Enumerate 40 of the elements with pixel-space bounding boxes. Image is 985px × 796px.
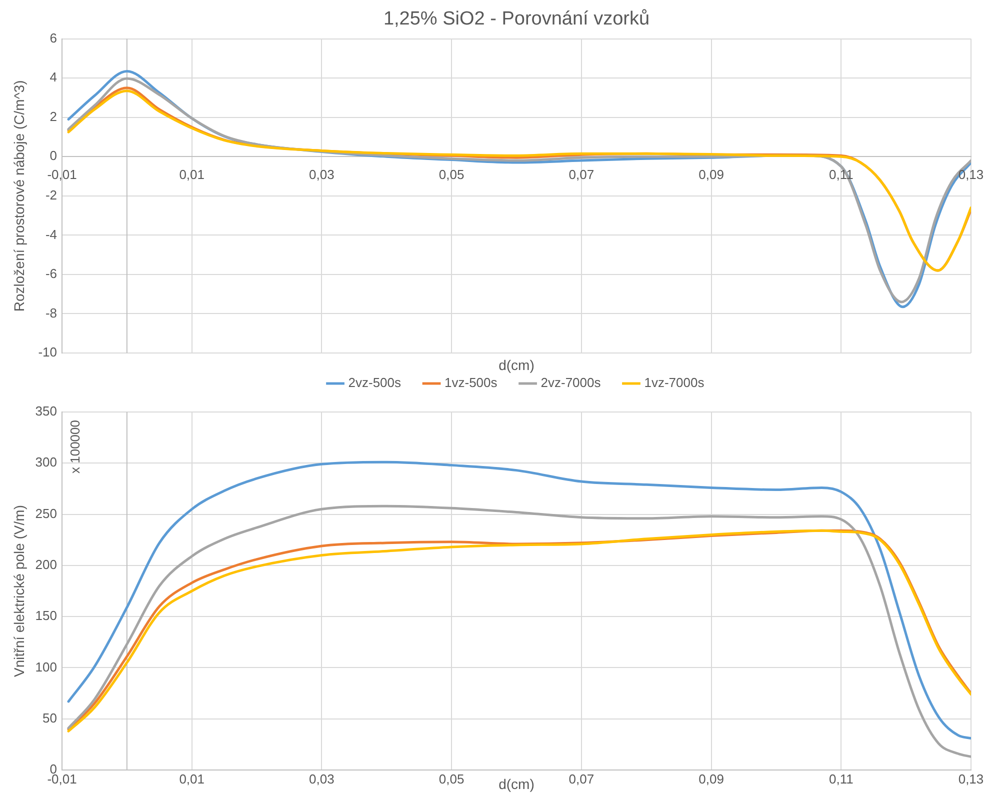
x-tick-label: 0,05	[438, 167, 464, 182]
y-tick-label: 50	[42, 710, 57, 726]
y-tick-label: -4	[45, 226, 57, 242]
x-tick-label: 0,05	[438, 772, 464, 787]
x-tick-label: 0,07	[568, 167, 594, 182]
y-tick-label: 100	[35, 659, 57, 674]
x-tick-label: 0,01	[179, 772, 205, 787]
legend-label: 2vz-500s	[348, 375, 402, 390]
x-axis-title: d(cm)	[498, 776, 534, 792]
y-axis-title: Rozložení prostorové náboje (C/m^3)	[10, 80, 27, 312]
legend-label: 1vz-500s	[444, 375, 498, 390]
y-tick-label: -8	[45, 305, 57, 320]
y-tick-label: 150	[35, 608, 57, 624]
y-tick-label: 2	[50, 108, 57, 124]
legend-label: 1vz-7000s	[644, 375, 705, 390]
x-tick-label: 0,07	[568, 772, 594, 787]
y-tick-label: 300	[35, 454, 57, 470]
y-tick-label: 200	[35, 557, 57, 572]
x-tick-label: -0,01	[47, 167, 77, 182]
y-tick-label: 250	[35, 506, 57, 521]
y-tick-label: 0	[50, 148, 57, 164]
y-tick-label: -10	[38, 344, 57, 360]
legend-label: 2vz-7000s	[540, 375, 602, 390]
x-axis-title: d(cm)	[498, 356, 534, 373]
y-tick-label: -6	[45, 266, 57, 282]
x-tick-label: 0,09	[698, 167, 724, 182]
x-tick-label: 0,09	[698, 772, 724, 787]
y-axis-title: Vnitřní elektrické pole (V/m)	[10, 505, 27, 677]
x-tick-label: 0,01	[179, 167, 205, 182]
x-tick-label: 0,03	[309, 167, 334, 182]
y-tick-label: 6	[50, 30, 57, 46]
y-tick-label: 4	[50, 70, 57, 85]
chart-title: 1,25% SiO2 - Porovnání vzorků	[383, 8, 650, 30]
y-tick-label: 350	[35, 404, 57, 419]
y-tick-label: -2	[45, 187, 57, 202]
x-tick-label: 0,11	[828, 772, 854, 787]
annotation: x 100000	[68, 420, 83, 474]
x-tick-label: 0,03	[309, 772, 334, 787]
x-tick-label: 0,13	[958, 167, 984, 182]
x-tick-label: 0,13	[958, 772, 984, 787]
